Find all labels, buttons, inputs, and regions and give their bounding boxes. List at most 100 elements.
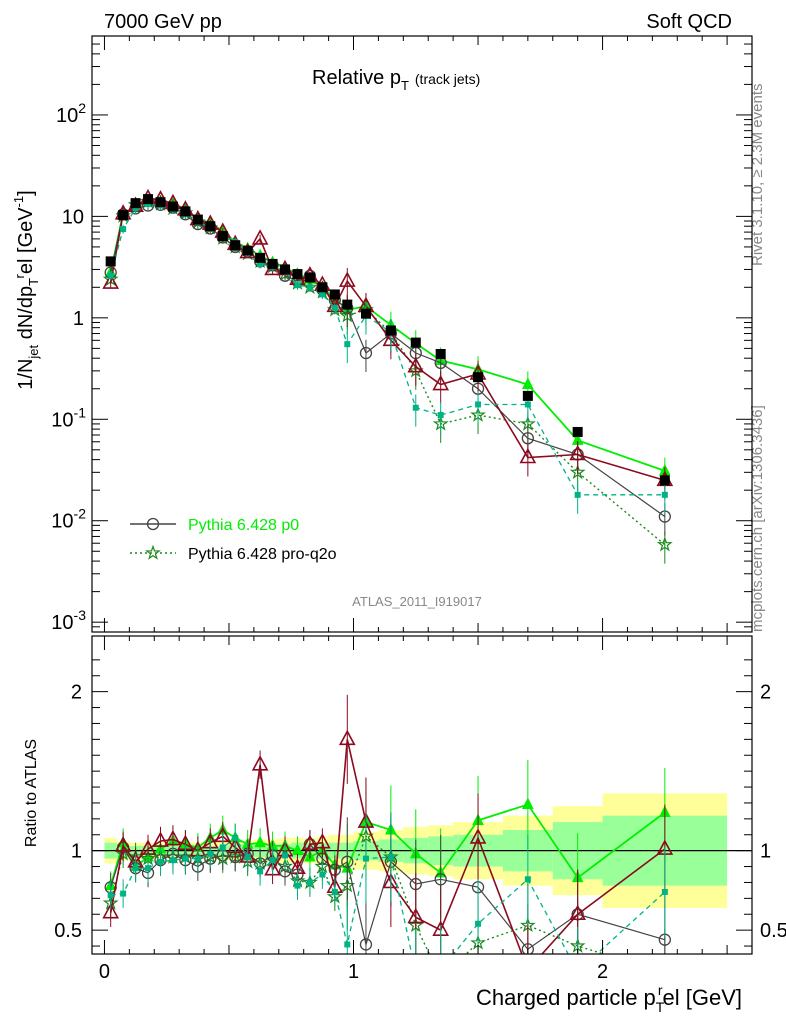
series-point-darkred xyxy=(338,271,356,287)
ratio-point-darkred xyxy=(569,904,586,921)
series-point-teal xyxy=(475,401,482,408)
series-point-teal xyxy=(412,404,419,411)
series-point-darkred xyxy=(407,356,425,373)
data-point xyxy=(659,475,670,486)
x-axis-label: Charged particle pTrel [GeV] xyxy=(476,982,742,1015)
x-tick-label: 2 xyxy=(597,961,608,983)
data-point xyxy=(473,372,484,383)
data-point xyxy=(242,245,253,256)
ratio-point-darkred xyxy=(469,828,487,844)
ratio-point-darkred xyxy=(114,836,132,852)
series-point-proq2o xyxy=(656,536,673,552)
data-point xyxy=(385,325,396,336)
ratio-frame xyxy=(91,635,753,955)
data-point xyxy=(217,231,228,242)
series-point-p0 xyxy=(522,377,534,390)
data-point xyxy=(329,289,340,300)
data-point xyxy=(255,252,266,263)
main-plot-area xyxy=(102,188,674,564)
series-point-teal xyxy=(524,401,531,408)
ratio-y-tick-label: 0.5 xyxy=(54,920,82,942)
legend-marker xyxy=(145,544,161,560)
legend-entry-proq2o: Pythia 6.428 pro-q2o xyxy=(130,544,337,563)
y-tick-label: 10-1 xyxy=(51,404,86,431)
data-point xyxy=(180,206,191,217)
ratio-y-tick-label-right: 0.5 xyxy=(760,920,786,942)
axes: 0 1 2 10-3 10-2 10-1 1 10 102 0.5 0.5 1 1 2 2 xyxy=(51,35,786,983)
data-point xyxy=(230,240,241,251)
ratio-point-teal xyxy=(219,844,226,851)
series-p0 xyxy=(104,193,671,490)
ratio-point-darkred xyxy=(264,860,281,876)
data-point xyxy=(130,198,141,209)
mcplots-reference-text: mcplots.cern.ch [arXiv:1306.3436] xyxy=(749,405,766,632)
ratio-y-tick-label: 2 xyxy=(71,682,82,704)
data-point xyxy=(304,272,315,283)
series-data xyxy=(105,194,670,486)
x-tick-label: 1 xyxy=(348,961,359,983)
ratio-line-teal xyxy=(110,836,666,954)
ratio-point-teal xyxy=(524,876,531,883)
series-teal xyxy=(107,199,668,514)
ratio-point-proq2o xyxy=(435,971,447,983)
data-point xyxy=(280,264,291,275)
ratio-point-darkred xyxy=(521,962,535,975)
y-tick-label: 10-2 xyxy=(51,506,86,533)
series-point-teal xyxy=(437,412,444,419)
series-point-teal xyxy=(331,305,338,312)
series-gray xyxy=(104,198,671,536)
ratio-point-teal xyxy=(575,968,581,974)
ratio-point-teal xyxy=(413,970,419,976)
ratio-y-tick-label-right: 1 xyxy=(760,841,771,863)
data-point xyxy=(167,201,178,212)
series-point-teal xyxy=(319,291,326,298)
series-point-gray xyxy=(359,346,373,360)
y-tick-label: 10-3 xyxy=(51,607,86,634)
ratio-point-darkred xyxy=(338,729,356,746)
ratio-point-teal xyxy=(132,865,139,872)
ratio-point-darkred xyxy=(251,755,269,771)
ratio-point-darkred xyxy=(301,834,319,851)
data-point xyxy=(205,221,216,232)
y-tick-label: 102 xyxy=(56,100,86,127)
ratio-y-tick-label-right: 2 xyxy=(760,682,771,704)
ratio-point-teal xyxy=(232,834,239,841)
ratio-point-teal xyxy=(319,871,326,878)
ratio-point-teal xyxy=(120,890,127,897)
data-point xyxy=(435,349,446,360)
header-left: 7000 GeV pp xyxy=(104,11,222,33)
series-point-teal xyxy=(132,205,139,212)
ratio-point-gray xyxy=(434,873,447,886)
series-point-darkred xyxy=(519,447,537,464)
header-right: Soft QCD xyxy=(646,11,732,33)
ratio-point-gray xyxy=(341,855,354,868)
ratio-point-teal xyxy=(306,879,313,886)
series-point-darkred xyxy=(102,273,120,289)
ratio-point-teal xyxy=(269,857,276,864)
ratio-point-teal xyxy=(282,852,289,859)
ratio-line-gray xyxy=(110,843,665,951)
ratio-point-teal xyxy=(438,967,444,973)
ratio-point-proq2o xyxy=(659,967,671,979)
ratio-point-teal xyxy=(661,888,668,895)
main-y-axis-label: 1/Njet dN/dpTrel [GeV-1] xyxy=(11,190,41,389)
series-line-proq2o xyxy=(110,200,666,546)
ratio-point-teal xyxy=(157,858,164,865)
data-point xyxy=(317,282,328,293)
analysis-watermark: ATLAS_2011_I919017 xyxy=(352,594,482,609)
rivet-version-text: Rivet 3.1.10, ≥ 2.3M events xyxy=(749,84,766,267)
ratio-point-teal xyxy=(362,855,369,862)
data-point xyxy=(105,256,116,267)
legend-label: Pythia 6.428 p0 xyxy=(188,517,299,534)
ratio-point-teal xyxy=(344,941,351,948)
data-point xyxy=(155,197,166,208)
data-point xyxy=(410,337,421,348)
data-point xyxy=(342,299,353,310)
series-proq2o xyxy=(102,193,673,564)
ratio-point-teal xyxy=(387,854,394,861)
ratio-point-teal xyxy=(207,850,214,857)
ratio-point-darkred xyxy=(152,831,169,847)
ratio-point-darkred xyxy=(164,829,182,846)
ratio-y-tick-label: 1 xyxy=(71,841,82,863)
series-point-darkred xyxy=(432,374,450,391)
